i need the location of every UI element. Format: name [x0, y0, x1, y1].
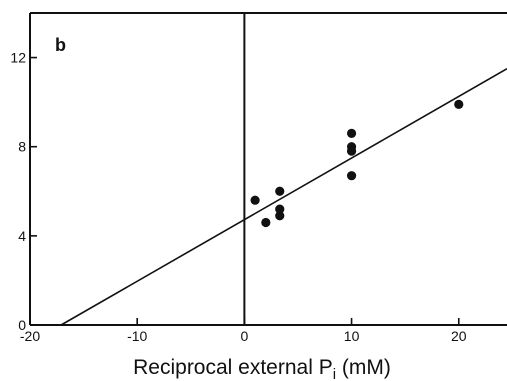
data-point	[275, 211, 285, 221]
data-point	[346, 128, 357, 138]
x-axis-title-subscript: i	[333, 366, 336, 381]
data-point	[275, 204, 285, 214]
data-point	[346, 146, 357, 156]
y-tick-label: 4	[18, 228, 26, 244]
data-point	[346, 171, 357, 181]
y-tick-label: 12	[10, 50, 26, 66]
x-tick-label: 20	[451, 328, 467, 344]
x-tick-label: -20	[20, 328, 40, 344]
x-tick-label: -10	[127, 328, 147, 344]
panel-label: b	[55, 35, 66, 55]
x-axis-title-main: Reciprocal external P	[133, 356, 333, 379]
fit-line	[60, 68, 507, 326]
data-point	[275, 186, 285, 196]
plot-area: 0 4 8 12 -20 -10 0 10 20	[10, 12, 507, 344]
data-point	[454, 99, 464, 109]
x-tick-label: 0	[240, 328, 248, 344]
data-point	[250, 195, 260, 205]
x-axis-title-unit: (mM)	[336, 356, 391, 379]
x-tick-label: 10	[344, 328, 360, 344]
data-point	[261, 217, 271, 228]
y-tick-label: 8	[18, 139, 26, 155]
y-tick-label: 0	[18, 317, 26, 333]
x-axis-title: Reciprocal external Pi (mM)	[133, 356, 391, 381]
